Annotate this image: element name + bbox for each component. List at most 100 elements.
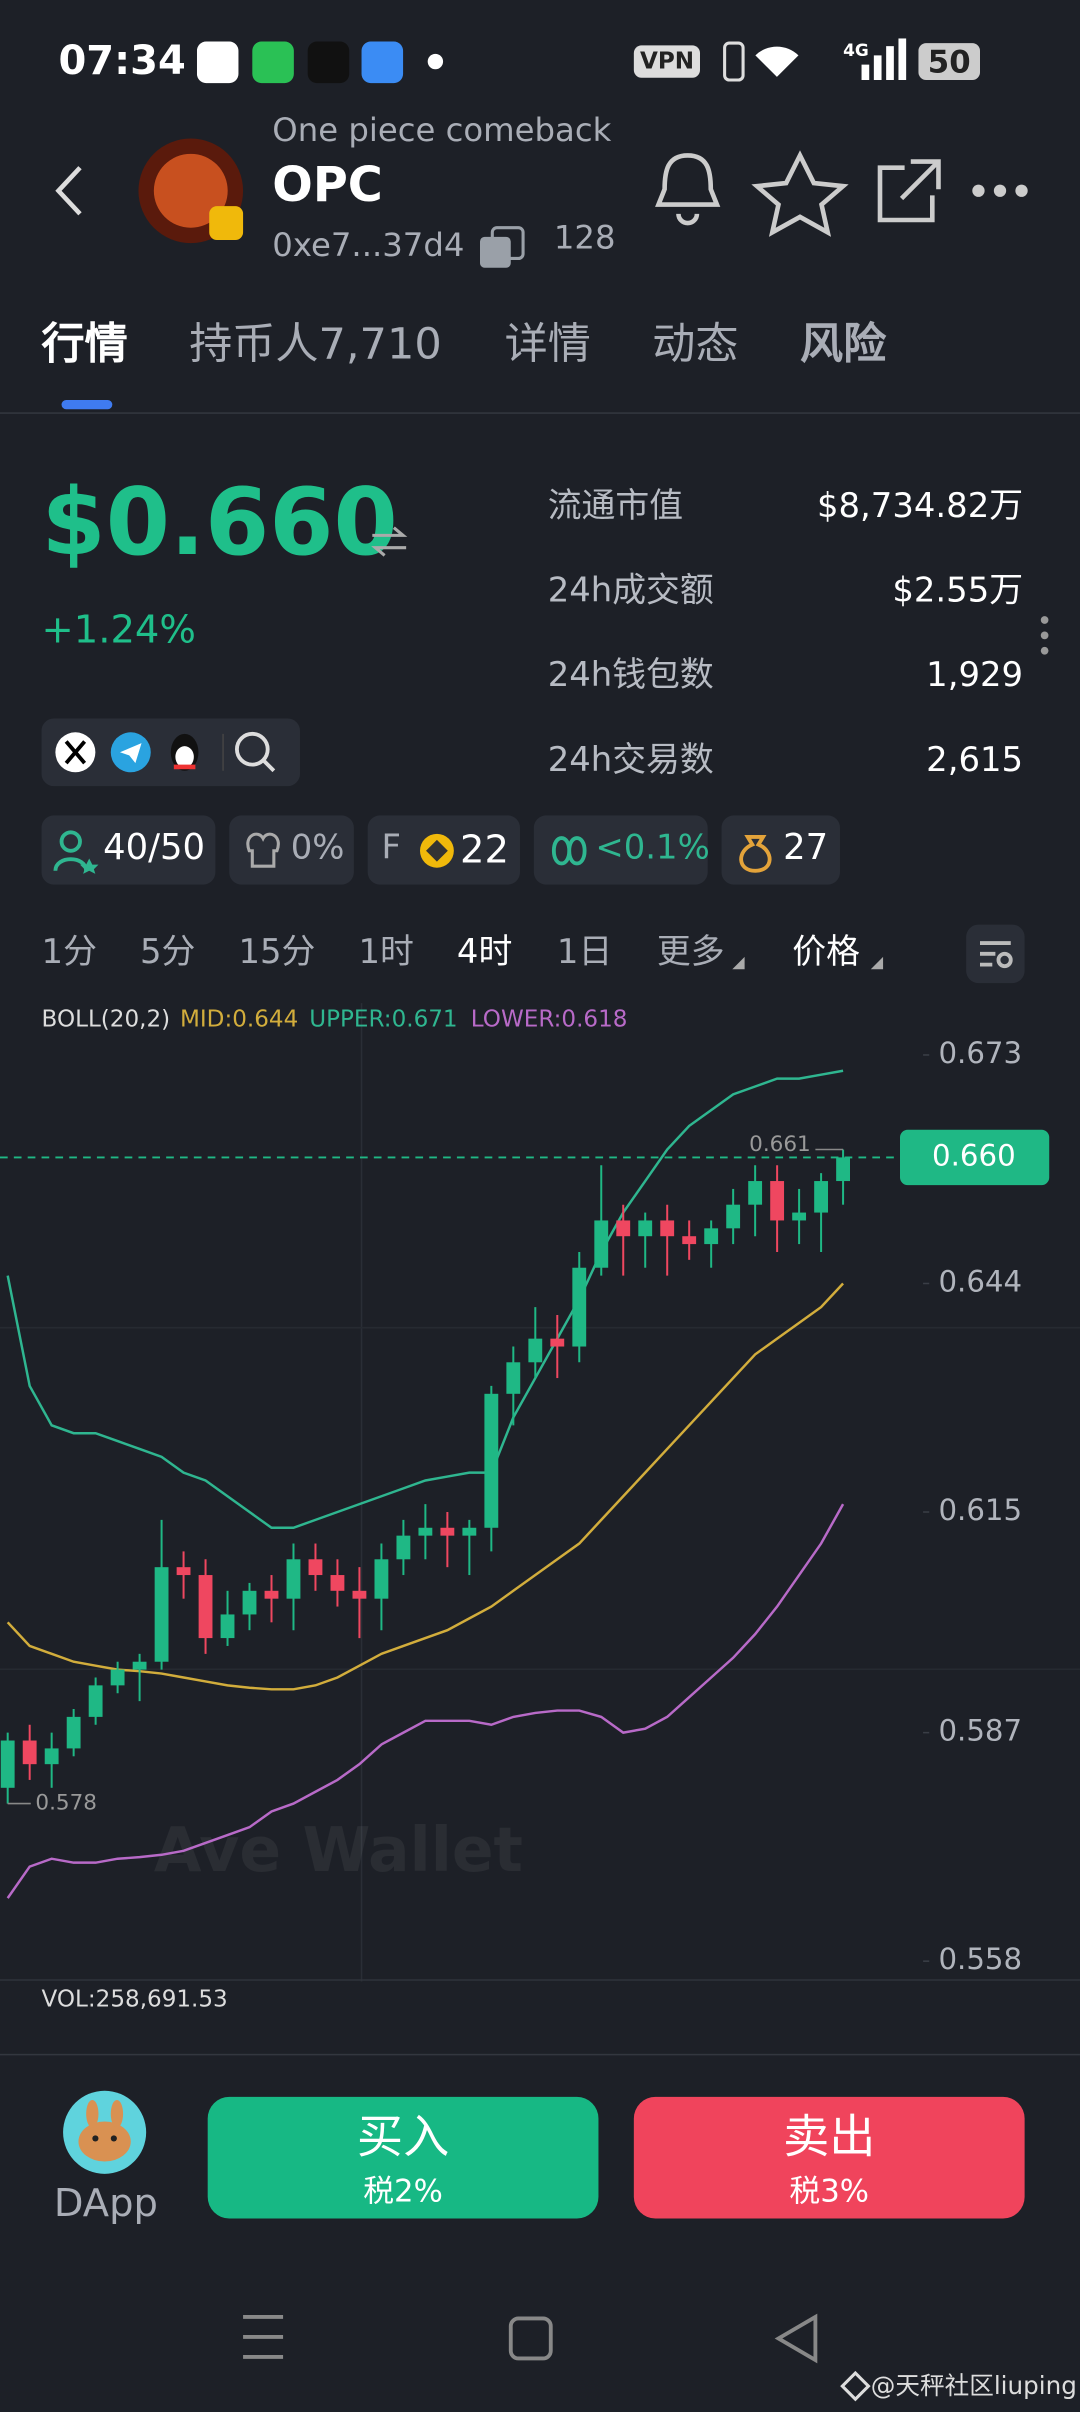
candle-body — [330, 1575, 345, 1591]
interval[interactable]: 4时 — [456, 933, 513, 973]
settings-icon — [979, 941, 1013, 969]
badge[interactable] — [533, 815, 708, 885]
candle-body — [506, 1362, 521, 1394]
stat-label: 流通市值 — [547, 487, 684, 527]
candle-body — [594, 1220, 609, 1268]
boll-line — [6, 1069, 844, 1529]
candle-body — [682, 1236, 697, 1245]
divider — [0, 2053, 1080, 2056]
token-subtitle: One piece comeback — [272, 111, 612, 149]
stat-label: 24h成交额 — [547, 572, 714, 611]
tab[interactable]: 风险 — [799, 318, 887, 370]
candle-body — [198, 1575, 213, 1639]
dropdown-arrows — [732, 956, 884, 970]
candle-body — [616, 1220, 631, 1237]
y-tick-label: 0.673 — [938, 1036, 1022, 1070]
badge-value: <0.1% — [595, 829, 710, 868]
sell-tax: 税3% — [789, 2172, 870, 2210]
badge-value: 40/50 — [103, 828, 206, 869]
footer-watermark: @天秤社区liuping — [870, 2370, 1077, 2400]
stat-value: $8,734.82万 — [816, 487, 1024, 527]
holder-count: 128 — [553, 219, 616, 257]
last-price-label: 0.660 — [932, 1138, 1016, 1172]
candle-body — [286, 1559, 301, 1599]
stat-value: 2,615 — [926, 741, 1024, 780]
buy-button[interactable] — [207, 2096, 599, 2219]
candle-body — [0, 1740, 15, 1788]
candlestick-chart: Ave Wallet BOLL(20,2) MID:0.644 UPPER:0.… — [0, 1003, 1080, 2012]
copy-icon[interactable] — [477, 225, 526, 274]
price: $0.660 — [41, 469, 398, 577]
badge-icon — [739, 834, 772, 873]
candle-body — [638, 1220, 653, 1237]
boll-line — [6, 1503, 845, 1899]
price-change: +1.24% — [41, 606, 196, 652]
candle-body — [264, 1590, 279, 1599]
candle-body — [484, 1393, 499, 1528]
token-address: 0xe7...37d4 — [272, 226, 465, 264]
buy-label: 买入 — [356, 2110, 450, 2165]
candle-body — [418, 1527, 433, 1536]
tab[interactable]: 持币人7,710 — [189, 318, 442, 370]
candle-body — [660, 1220, 675, 1237]
badge-icon — [419, 833, 454, 868]
interval[interactable]: 更多 — [656, 933, 725, 973]
stat-label: 24h交易数 — [547, 741, 714, 780]
stat-label: 24h钱包数 — [547, 656, 714, 696]
interval[interactable]: 5分 — [139, 933, 196, 973]
dapp-icon[interactable] — [62, 2089, 148, 2175]
band-legend: MID:0.644 — [180, 1006, 298, 1032]
status-signal-icons — [723, 38, 907, 82]
candle-body — [154, 1567, 169, 1662]
dapp-label: DApp — [53, 2180, 158, 2226]
interval[interactable]: 1时 — [358, 933, 414, 973]
band-legend: UPPER:0.671 — [309, 1006, 457, 1032]
low-marker-label: 0.578 — [35, 1791, 97, 1816]
interval[interactable]: 1日 — [556, 933, 613, 973]
token-logo — [138, 138, 244, 244]
interval[interactable]: 15分 — [238, 933, 316, 973]
candle-body — [374, 1559, 389, 1599]
candle-body — [792, 1212, 807, 1221]
sell-button[interactable] — [633, 2096, 1025, 2219]
back-button[interactable] — [46, 162, 92, 224]
high-marker-label: 0.661 — [749, 1132, 811, 1157]
watermark: Ave Wallet — [154, 1814, 523, 1886]
header-actions[interactable] — [646, 146, 1046, 238]
candle-body — [704, 1228, 719, 1245]
status-time: 07:34 — [58, 38, 186, 85]
tab[interactable]: 详情 — [504, 318, 591, 370]
sell-label: 卖出 — [783, 2110, 876, 2165]
last-price-tag — [899, 1129, 1050, 1186]
candle-body — [396, 1535, 411, 1560]
tab[interactable]: 动态 — [652, 318, 739, 370]
candle-body — [462, 1527, 477, 1536]
footer-logo — [840, 2370, 871, 2402]
stat-value: 1,929 — [926, 656, 1024, 696]
social-icons[interactable] — [42, 718, 300, 786]
interval[interactable]: 价格 — [792, 933, 861, 973]
candle-body — [176, 1567, 191, 1576]
status-app-icons — [196, 41, 444, 84]
badge-icon — [246, 832, 280, 868]
badge-prefix: F — [381, 829, 402, 868]
more-dots[interactable] — [1037, 615, 1052, 655]
badge-icon — [551, 836, 587, 866]
candle-body — [572, 1267, 587, 1347]
candle-body — [770, 1181, 785, 1221]
system-nav[interactable] — [231, 2308, 846, 2370]
swap-icon[interactable] — [369, 523, 409, 560]
token-name: OPC — [272, 157, 383, 214]
badge[interactable] — [721, 815, 840, 885]
tab[interactable]: 行情 — [41, 318, 128, 370]
badge-value: 0% — [290, 829, 345, 868]
candle-body — [308, 1559, 323, 1576]
interval[interactable]: 1分 — [41, 933, 97, 973]
badge-value: 27 — [783, 828, 829, 869]
status-battery: 50 — [918, 43, 980, 80]
y-tick-label: 0.558 — [938, 1942, 1022, 1976]
candle-body — [220, 1614, 235, 1639]
candle-body — [110, 1669, 125, 1686]
